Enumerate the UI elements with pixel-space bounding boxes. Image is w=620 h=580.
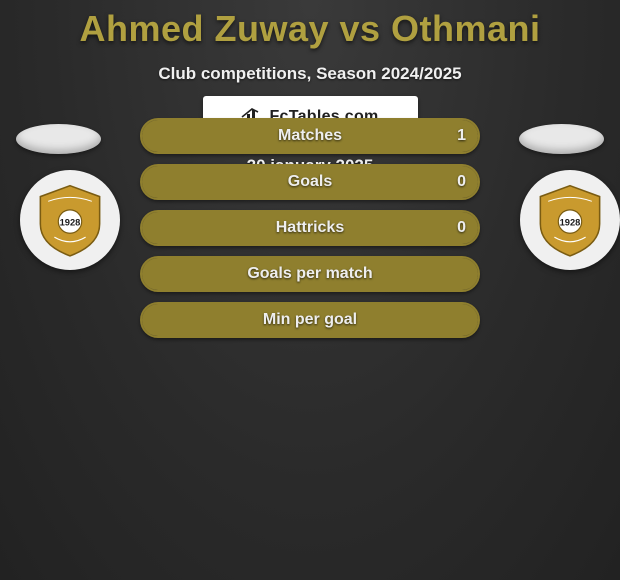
crest-svg: 1928 bbox=[31, 181, 109, 259]
stat-label: Matches bbox=[142, 120, 478, 152]
crest-year: 1928 bbox=[60, 217, 81, 227]
crest-year: 1928 bbox=[560, 217, 581, 227]
player-right-ellipse bbox=[519, 124, 604, 154]
player-left-badge: 1928 bbox=[20, 170, 120, 270]
stat-bar: Hattricks0 bbox=[140, 210, 480, 246]
stat-label: Min per goal bbox=[142, 304, 478, 336]
club-crest-left: 1928 bbox=[31, 181, 109, 259]
club-crest-right: 1928 bbox=[531, 181, 609, 259]
stat-bar: Min per goal bbox=[140, 302, 480, 338]
stat-value-right: 0 bbox=[457, 166, 466, 198]
stats-container: Matches1Goals0Hattricks0Goals per matchM… bbox=[140, 118, 480, 348]
stat-value-right: 1 bbox=[457, 120, 466, 152]
stat-label: Goals bbox=[142, 166, 478, 198]
stat-bar: Goals per match bbox=[140, 256, 480, 292]
stat-value-right: 0 bbox=[457, 212, 466, 244]
stat-bar: Matches1 bbox=[140, 118, 480, 154]
stat-label: Goals per match bbox=[142, 258, 478, 290]
subtitle: Club competitions, Season 2024/2025 bbox=[0, 64, 620, 84]
page-title: Ahmed Zuway vs Othmani bbox=[0, 0, 620, 50]
stat-bar: Goals0 bbox=[140, 164, 480, 200]
crest-svg: 1928 bbox=[531, 181, 609, 259]
stat-label: Hattricks bbox=[142, 212, 478, 244]
player-left-ellipse bbox=[16, 124, 101, 154]
player-right-badge: 1928 bbox=[520, 170, 620, 270]
